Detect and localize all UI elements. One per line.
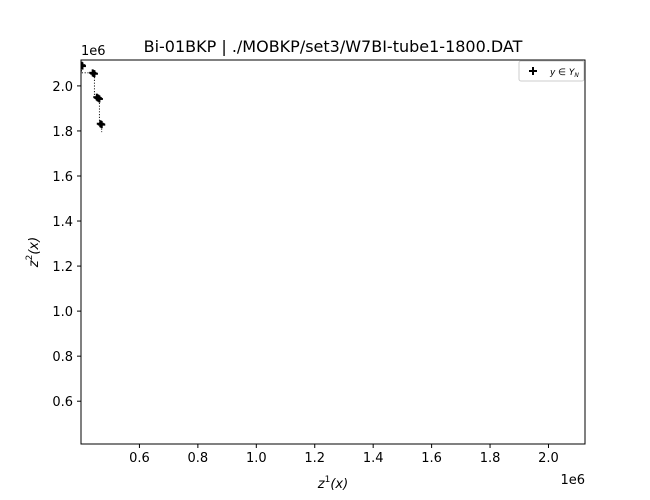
- y-axis-offset-label: 1e6: [81, 44, 106, 59]
- plot-frame: [80, 59, 586, 445]
- legend-plus-marker: [529, 67, 537, 75]
- x-tick-label: 0.8: [188, 451, 209, 466]
- legend-entry-label: y ∈ YN: [549, 68, 579, 79]
- y-tick-label: 1.6: [52, 170, 73, 185]
- y-tick-label: 1.2: [52, 260, 73, 275]
- y-tick-label: 2.0: [52, 80, 73, 95]
- x-axis-ticks: 0.6 0.8 1.0 1.2 1.4 1.6 1.8 2.0: [129, 444, 559, 466]
- y-tick-label: 1.0: [52, 305, 73, 320]
- y-axis-label: z2(x): [25, 237, 42, 268]
- data-point: [90, 70, 98, 78]
- y-tick-label: 0.6: [52, 395, 73, 410]
- x-axis-offset-label: 1e6: [560, 473, 585, 488]
- data-point: [81, 62, 86, 70]
- x-tick-label: 1.0: [246, 451, 267, 466]
- x-tick-label: 1.4: [363, 451, 384, 466]
- x-tick-label: 1.6: [421, 451, 442, 466]
- y-tick-label: 1.4: [52, 215, 73, 230]
- plot-area: [80, 59, 586, 445]
- y-tick-label: 1.8: [52, 125, 73, 140]
- data-point: [95, 95, 103, 103]
- x-tick-label: 1.8: [480, 451, 501, 466]
- x-tick-label: 2.0: [538, 451, 559, 466]
- series-layer: [81, 61, 106, 133]
- y-axis-ticks: 0.6 0.8 1.0 1.2 1.4 1.6 1.8 2.0: [52, 80, 81, 410]
- x-tick-label: 1.2: [304, 451, 325, 466]
- x-axis-label: z1(x): [317, 475, 348, 492]
- x-tick-label: 0.6: [129, 451, 150, 466]
- legend-box: [518, 60, 585, 82]
- legend: y ∈ YN: [518, 60, 585, 82]
- y-tick-label: 0.8: [52, 350, 73, 365]
- data-point: [98, 121, 106, 129]
- chart-title: Bi-01BKP | ./MOBKP/set3/W7BI-tube1-1800.…: [144, 37, 523, 56]
